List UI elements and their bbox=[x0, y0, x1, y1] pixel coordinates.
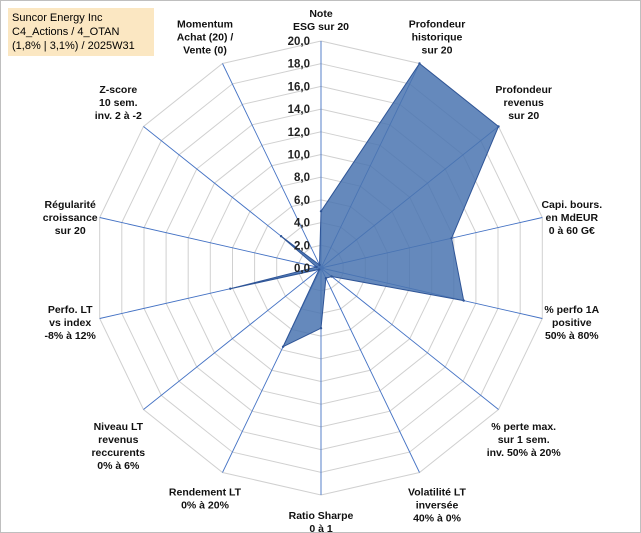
data-point bbox=[462, 299, 465, 302]
tick-label: 18,0 bbox=[288, 59, 310, 71]
axis-label-line: sur 20 bbox=[422, 45, 453, 57]
axis-label: Ratio Sharpe 0 à 1 bbox=[289, 510, 354, 533]
tick-label: 8,0 bbox=[294, 172, 310, 184]
axis-label-line: vs index bbox=[49, 317, 91, 329]
axis-label-line: inv. 2 à -2 bbox=[95, 110, 142, 122]
axis-label: Perfo. LT vs index -8% à 12% bbox=[45, 304, 97, 342]
company-name: Suncor Energy Inc bbox=[12, 12, 103, 24]
tick-label: 16,0 bbox=[288, 81, 310, 93]
axis-label-line: Niveau LT bbox=[94, 421, 144, 433]
axis-label-line: en MdEUR bbox=[546, 212, 599, 224]
axis-label: Profondeur revenus sur 20 bbox=[495, 84, 552, 122]
axis-label-line: Profondeur bbox=[409, 19, 466, 31]
axis-label-line: 0% à 20% bbox=[181, 500, 230, 512]
axis-label: Rendement LT 0% à 20% bbox=[169, 487, 242, 512]
axis-label-line: ESG sur 20 bbox=[293, 21, 349, 33]
axis-label-line: % perte max. bbox=[491, 421, 556, 433]
axis-label-line: Achat (20) / bbox=[177, 32, 234, 44]
axis-label-line: Volatilité LT bbox=[408, 487, 467, 499]
chart-info-box: Suncor Energy Inc C4_Actions / 4_OTAN (1… bbox=[8, 8, 154, 56]
portfolio-category: C4_Actions / 4_OTAN bbox=[12, 26, 120, 38]
axis-label-line: sur 1 sem. bbox=[498, 434, 550, 446]
axis-label-line: Momentum bbox=[177, 19, 233, 31]
axis-label-line: revenus bbox=[504, 97, 544, 109]
tick-label: 20,0 bbox=[288, 36, 310, 48]
tick-label: 14,0 bbox=[288, 104, 310, 116]
axis-label-line: 50% à 80% bbox=[545, 330, 599, 342]
axis-label-line: croissance bbox=[43, 212, 98, 224]
axis-label-line: inv. 50% à 20% bbox=[487, 447, 562, 459]
axis-label: Volatilité LT inversée 40% à 0% bbox=[408, 487, 467, 525]
axis-label-line: Ratio Sharpe bbox=[289, 510, 354, 522]
axis-label: % perte max. sur 1 sem. inv. 50% à 20% bbox=[487, 421, 562, 459]
axis-label-line: -8% à 12% bbox=[45, 330, 97, 342]
series-area bbox=[230, 62, 500, 348]
tick-label: 2,0 bbox=[294, 240, 310, 252]
data-point bbox=[450, 237, 453, 240]
axis-spoke bbox=[320, 267, 420, 473]
axis-label-line: Profondeur bbox=[495, 84, 552, 96]
axis-label-line: inversée bbox=[416, 500, 459, 512]
axis-label-line: Z-score bbox=[99, 84, 137, 96]
axis-label-line: 0% à 6% bbox=[97, 460, 140, 472]
axis-label-line: 10 sem. bbox=[99, 97, 138, 109]
period-info: (1,8% | 3,1%) / 2025W31 bbox=[12, 40, 135, 52]
axis-label-line: 0 à 60 G€ bbox=[549, 225, 595, 237]
radar-series bbox=[229, 62, 500, 348]
axis-label-line: Vente (0) bbox=[183, 45, 227, 57]
data-point bbox=[319, 327, 323, 330]
axis-label: Capi. bours. en MdEUR 0 à 60 G€ bbox=[541, 199, 602, 237]
axis-label-line: Perfo. LT bbox=[48, 304, 93, 316]
axis-spoke bbox=[143, 267, 322, 410]
tick-label: 10,0 bbox=[288, 150, 310, 162]
axis-label-line: revenus bbox=[98, 434, 138, 446]
data-point bbox=[315, 265, 318, 269]
axis-label-line: Capi. bours. bbox=[541, 199, 602, 211]
axis-label: Niveau LT revenus reccurents 0% à 6% bbox=[91, 421, 145, 472]
data-point bbox=[319, 210, 323, 213]
axis-label-line: 40% à 0% bbox=[413, 513, 462, 525]
axis-label-line: Note bbox=[309, 8, 332, 20]
axis-label: Z-score 10 sem. inv. 2 à -2 bbox=[95, 84, 142, 122]
axis-spoke bbox=[320, 267, 499, 410]
data-point bbox=[318, 268, 321, 271]
axis-label: Régularité croissance sur 20 bbox=[43, 199, 98, 237]
axis-label-line: 0 à 1 bbox=[309, 523, 333, 533]
axis-label-line: sur 20 bbox=[508, 110, 539, 122]
axis-label-line: historique bbox=[412, 32, 463, 44]
data-point bbox=[229, 287, 232, 290]
tick-label: 6,0 bbox=[294, 195, 310, 207]
data-point bbox=[330, 275, 333, 278]
data-point bbox=[324, 277, 328, 280]
axis-label-line: sur 20 bbox=[55, 225, 86, 237]
axis-spoke bbox=[99, 217, 322, 269]
axis-labels: Note ESG sur 20 Profondeur historique sur 20… bbox=[43, 8, 602, 533]
data-point bbox=[318, 263, 321, 267]
tick-label: 4,0 bbox=[294, 218, 310, 230]
axis-label: Momentum Achat (20) / Vente (0) bbox=[177, 19, 234, 57]
data-point bbox=[418, 62, 421, 65]
tick-label: 0,0 bbox=[294, 263, 310, 275]
data-point bbox=[281, 345, 285, 348]
axis-spoke bbox=[222, 63, 322, 269]
data-point bbox=[497, 125, 500, 128]
data-point bbox=[279, 235, 283, 238]
axis-label: Profondeur historique sur 20 bbox=[409, 19, 466, 57]
axis-label-line: % perfo 1A bbox=[544, 304, 599, 316]
axis-label-line: Régularité bbox=[45, 199, 97, 211]
radial-tick-labels: 0,0 2,0 4,0 6,0 8,0 10,0 12,0 14,0 16,0 18,0 20,0 bbox=[288, 36, 310, 275]
axis-label: % perfo 1A positive 50% à 80% bbox=[544, 304, 599, 342]
axis-label-line: positive bbox=[552, 317, 592, 329]
axis-label: Note ESG sur 20 bbox=[293, 8, 349, 33]
tick-label: 12,0 bbox=[288, 127, 310, 139]
axis-label-line: Rendement LT bbox=[169, 487, 242, 499]
axis-label-line: reccurents bbox=[91, 447, 145, 459]
